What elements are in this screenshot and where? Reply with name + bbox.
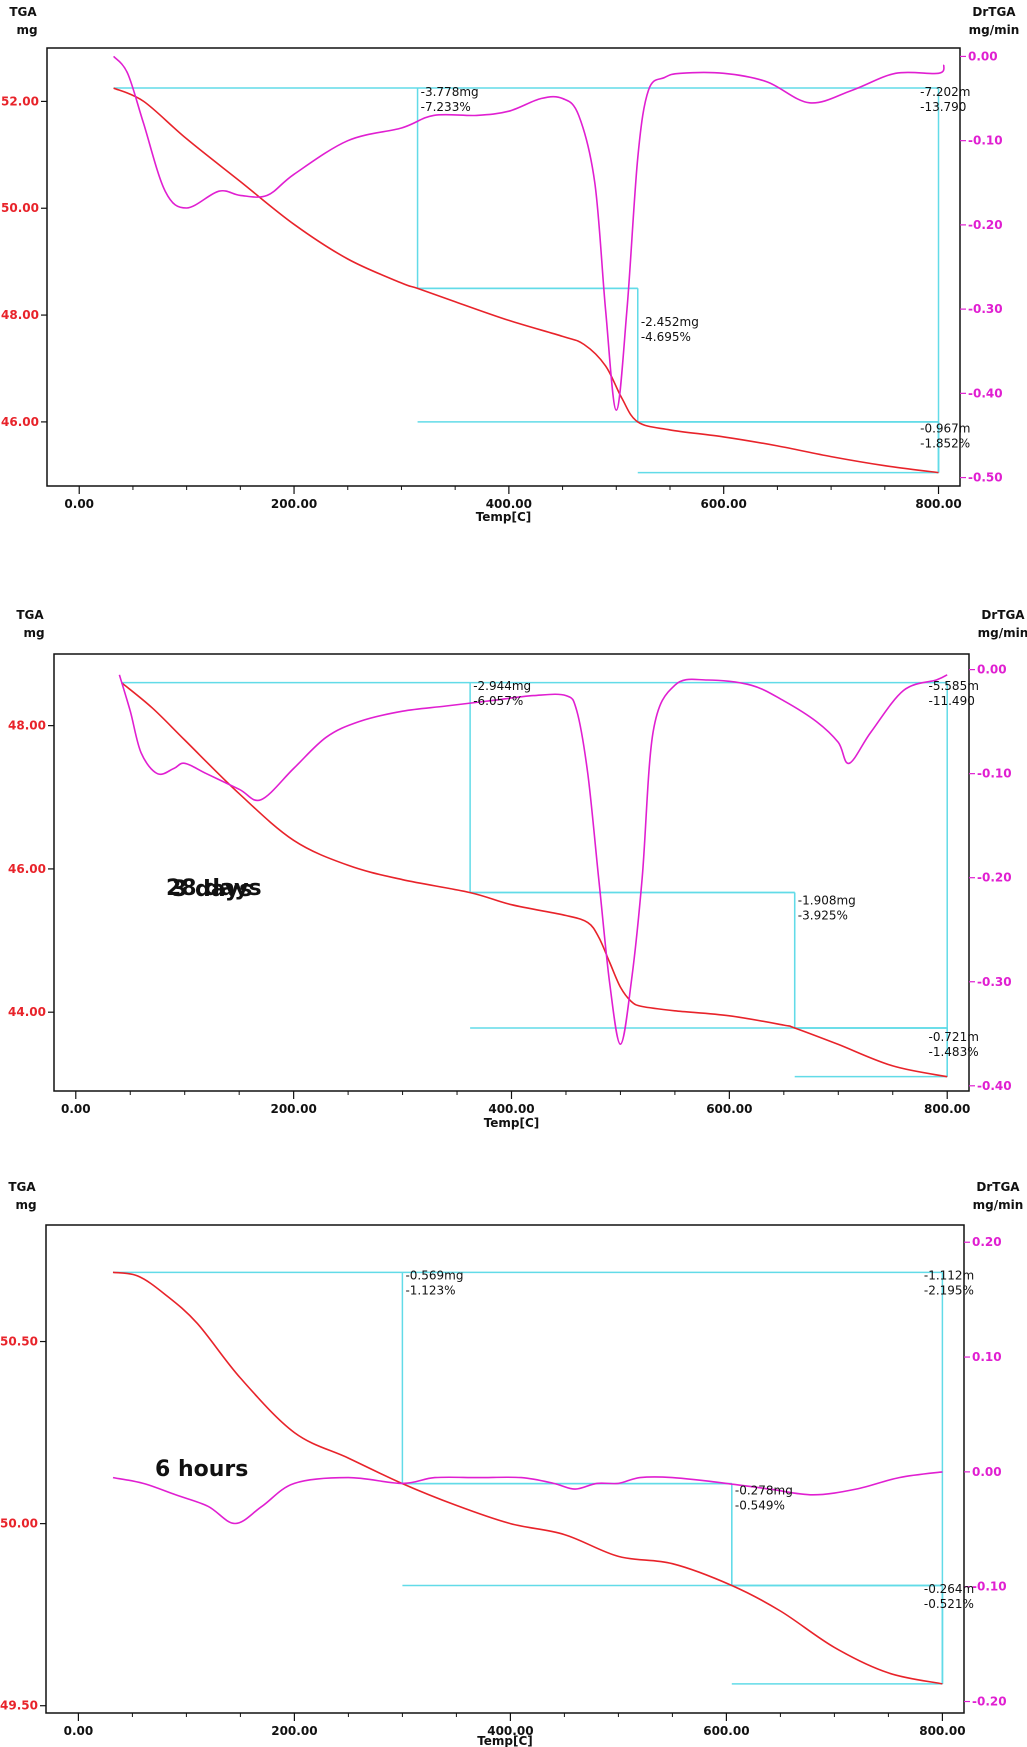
step-annotation: -11.490 [929, 694, 975, 708]
y2-tick-label: 0.00 [968, 49, 998, 63]
x-tick-label: 600.00 [701, 497, 747, 511]
step-annotation: -1.852% [920, 437, 970, 451]
y2-tick-label: 0.10 [972, 1350, 1002, 1364]
tga-curve [112, 1271, 943, 1685]
y2-tick-label: -0.10 [968, 134, 1003, 148]
y2-tick-label: -0.40 [968, 386, 1003, 400]
step-annotation: -2.944mg [473, 679, 531, 693]
step-annotation: -1.908mg [798, 894, 856, 908]
step-annotation: -5.585m [929, 679, 979, 693]
y2-tick-label: -0.50 [968, 471, 1003, 485]
right-axis-title: DrTGA [981, 608, 1025, 622]
sample-age-label: 6 hours [155, 1457, 248, 1482]
y-tick-label: 49.50 [0, 1699, 38, 1713]
left-axis-title: TGA [9, 5, 37, 19]
tga-chart-1: TGA mg DrTGA mg/min 0.00 200.00 400.00 600.00 80… [1, 5, 1019, 524]
y-tick-label: 50.50 [0, 1335, 38, 1349]
step-annotation: -13.790 [920, 100, 966, 114]
x-tick-label: 600.00 [703, 1724, 749, 1738]
y-tick-label: 50.00 [0, 1517, 38, 1531]
right-axis-unit: mg/min [969, 23, 1020, 37]
step-annotation: -3.925% [798, 909, 848, 923]
step-annotation: -0.569mg [405, 1269, 463, 1283]
drtga-curve [112, 1471, 943, 1525]
y-tick-label: 50.00 [1, 201, 39, 215]
x-axis-label: Temp[C] [477, 1734, 533, 1747]
step-annotation: -0.549% [735, 1498, 785, 1512]
y-tick-label: 44.00 [8, 1005, 46, 1019]
plot-frame [53, 653, 970, 1092]
x-tick-label: 400.00 [488, 1102, 534, 1116]
step-annotation: -7.202m [920, 85, 970, 99]
left-axis-unit: mg [23, 626, 44, 640]
x-tick-label: 800.00 [919, 1724, 965, 1738]
x-tick-label: 400.00 [486, 497, 532, 511]
y2-tick-label: -0.20 [977, 871, 1012, 885]
x-tick-label: 0.00 [64, 1724, 94, 1738]
step-annotation: -1.112m [924, 1269, 974, 1283]
left-axis-title: TGA [16, 608, 44, 622]
step-annotation: -6.057% [473, 694, 523, 708]
right-axis-title: DrTGA [972, 5, 1016, 19]
right-axis-unit: mg/min [978, 626, 1027, 640]
x-tick-label: 200.00 [271, 1724, 317, 1738]
x-axis-label: Temp[C] [484, 1116, 540, 1130]
tga-curve [120, 682, 948, 1078]
y2-tick-label: -0.20 [972, 1695, 1007, 1709]
step-annotation: -7.233% [421, 100, 471, 114]
step-annotation: -0.721m [929, 1030, 979, 1044]
y-tick-label: 46.00 [8, 862, 46, 876]
plot-frame [46, 47, 961, 487]
x-axis-label: Temp[C] [476, 510, 532, 524]
left-axis-unit: mg [16, 23, 37, 37]
x-tick-label: 0.00 [61, 1102, 91, 1116]
step-annotation: -2.195% [924, 1284, 974, 1298]
sample-age-label-overlap: 3 days [172, 877, 252, 902]
step-annotation: -4.695% [641, 330, 691, 344]
sample-age-label: 28 days [166, 876, 262, 901]
x-tick-label: 200.00 [271, 497, 317, 511]
y2-tick-label: -0.30 [977, 975, 1012, 989]
x-tick-label: 400.00 [487, 1724, 533, 1738]
drtga-curve [118, 674, 948, 1046]
y-tick-label: 46.00 [1, 415, 39, 429]
y2-tick-label: -0.30 [968, 302, 1003, 316]
left-axis-unit: mg [15, 1198, 36, 1212]
x-tick-label: 0.00 [64, 497, 94, 511]
step-annotation: -0.521% [924, 1597, 974, 1611]
x-tick-label: 800.00 [924, 1102, 970, 1116]
y2-tick-label: 0.20 [972, 1235, 1002, 1249]
tga-curve [113, 87, 939, 474]
y2-tick-label: -0.10 [977, 767, 1012, 781]
x-tick-label: 600.00 [706, 1102, 752, 1116]
y-tick-label: 48.00 [1, 308, 39, 322]
step-annotation: -0.278mg [735, 1483, 793, 1497]
step-annotation: -0.264m [924, 1582, 974, 1596]
plot-frame [45, 1224, 965, 1714]
y-tick-label: 52.00 [1, 94, 39, 108]
step-annotation: -1.483% [929, 1045, 979, 1059]
y2-tick-label: -0.40 [977, 1079, 1012, 1093]
step-annotation: -2.452mg [641, 315, 699, 329]
drtga-curve [112, 55, 945, 412]
y-tick-label: 48.00 [8, 719, 46, 733]
tga-chart-2: TGA mg DrTGA mg/min 0.00 200.00 400.00 600.00 80… [8, 608, 1027, 1130]
step-annotation: -3.778mg [421, 85, 479, 99]
right-axis-unit: mg/min [973, 1198, 1024, 1212]
left-axis-title: TGA [8, 1180, 36, 1194]
step-annotation: -1.123% [405, 1284, 455, 1298]
y2-tick-label: -0.10 [972, 1580, 1007, 1594]
step-annotation: -0.967m [920, 422, 970, 436]
y2-tick-label: 0.00 [977, 663, 1007, 677]
tga-chart-3: TGA mg DrTGA mg/min 0.00 200.00 400.00 600.00 80… [0, 1180, 1023, 1747]
x-tick-label: 800.00 [915, 497, 961, 511]
y2-tick-label: -0.20 [968, 218, 1003, 232]
y2-tick-label: 0.00 [972, 1465, 1002, 1479]
right-axis-title: DrTGA [976, 1180, 1020, 1194]
x-tick-label: 200.00 [270, 1102, 316, 1116]
